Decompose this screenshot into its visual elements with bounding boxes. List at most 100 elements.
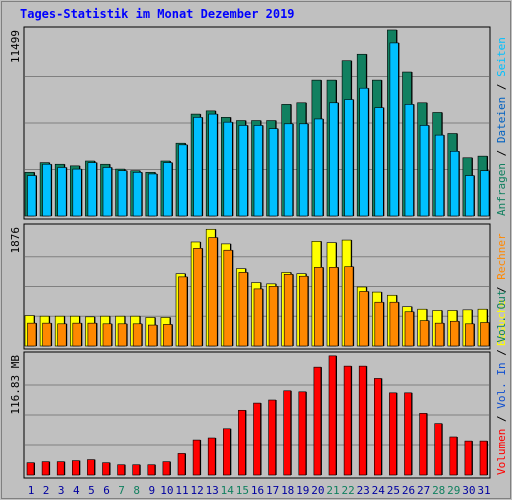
legend-entry: Volumen bbox=[495, 429, 508, 475]
legend-entry: Anfragen bbox=[495, 163, 508, 216]
bar-dateien bbox=[148, 173, 158, 217]
bar-rechner bbox=[238, 272, 248, 347]
bar-rechner bbox=[359, 291, 369, 347]
bar-volumen bbox=[373, 378, 382, 476]
bar-volumen bbox=[253, 402, 261, 476]
day-label: 1 bbox=[28, 484, 35, 497]
day-label: 9 bbox=[148, 484, 155, 497]
day-label: 8 bbox=[133, 484, 140, 497]
bar-dateien bbox=[132, 172, 142, 217]
bar-rechner bbox=[178, 276, 188, 347]
bar-rechner bbox=[283, 274, 294, 347]
day-label: 24 bbox=[372, 484, 386, 497]
bar-dateien bbox=[268, 128, 278, 217]
panel-middle: 1876 Besuche / Rechner bbox=[9, 223, 508, 350]
bar-volumen bbox=[343, 365, 352, 476]
bar-volumen bbox=[419, 413, 427, 476]
bar-rechner bbox=[419, 320, 429, 347]
legend: Volumen / Vol. In / Vol. Out bbox=[495, 290, 508, 475]
bar-rechner bbox=[449, 320, 460, 347]
bar-volumen bbox=[41, 461, 50, 476]
bar-volumen bbox=[283, 390, 292, 476]
day-label: 19 bbox=[296, 484, 309, 497]
day-label: 26 bbox=[402, 484, 415, 497]
bar-volumen bbox=[162, 461, 171, 476]
day-label: 7 bbox=[118, 484, 125, 497]
bar-dateien bbox=[178, 144, 188, 217]
bar-rechner bbox=[298, 275, 309, 347]
legend-entry: Seiten bbox=[495, 37, 508, 77]
day-label: 23 bbox=[357, 484, 370, 497]
bar-volumen bbox=[56, 461, 65, 476]
bar-volumen bbox=[449, 436, 458, 476]
bar-volumen bbox=[298, 391, 307, 476]
legend-separator: / bbox=[495, 77, 508, 97]
bar-rechner bbox=[329, 267, 339, 347]
bar-dateien bbox=[480, 170, 490, 217]
bar-rechner bbox=[208, 237, 218, 347]
legend-entry: Dateien bbox=[495, 97, 508, 143]
bar-rechner bbox=[465, 323, 475, 347]
bar-rechner bbox=[72, 322, 82, 347]
bar-rechner bbox=[223, 249, 233, 347]
bar-dateien bbox=[163, 162, 173, 217]
bar-dateien bbox=[42, 163, 52, 217]
panel-top: 11499 Anfragen / Dateien / Seiten bbox=[9, 26, 508, 220]
bar-dateien bbox=[329, 102, 339, 217]
bar-rechner bbox=[253, 288, 263, 347]
day-label: 14 bbox=[221, 484, 235, 497]
bar-dateien bbox=[434, 134, 445, 217]
bar-rechner bbox=[27, 322, 37, 347]
bar-rechner bbox=[268, 286, 278, 347]
bar-rechner bbox=[374, 301, 384, 347]
bar-volumen bbox=[132, 464, 140, 476]
day-label: 21 bbox=[326, 484, 339, 497]
bar-volumen bbox=[192, 439, 201, 476]
day-label: 16 bbox=[251, 484, 264, 497]
bar-volumen bbox=[87, 459, 95, 476]
bar-dateien bbox=[102, 167, 112, 217]
bar-dateien bbox=[449, 150, 460, 217]
legend-entry: Vol. In bbox=[495, 362, 508, 408]
bar-dateien bbox=[27, 175, 37, 217]
bar-rechner bbox=[148, 324, 158, 347]
bar-rechner bbox=[389, 301, 399, 347]
bar-dateien bbox=[419, 125, 429, 217]
bar-rechner bbox=[434, 322, 445, 347]
bar-rechner bbox=[42, 322, 52, 347]
day-label: 18 bbox=[281, 484, 294, 497]
bar-volumen bbox=[207, 437, 216, 476]
bar-volumen bbox=[404, 392, 412, 476]
y-max-label: 1876 bbox=[9, 227, 22, 254]
chart-title: Tages-Statistik im Monat Dezember 2019 bbox=[20, 7, 295, 21]
bar-volumen bbox=[102, 462, 110, 476]
bar-volumen bbox=[268, 399, 276, 476]
y-max-label: 11499 bbox=[9, 30, 22, 63]
bar-dateien bbox=[253, 125, 263, 217]
bar-rechner bbox=[314, 267, 324, 347]
bar-volumen bbox=[177, 453, 186, 476]
day-label: 6 bbox=[103, 484, 110, 497]
bar-dateien bbox=[193, 117, 203, 217]
bar-dateien bbox=[344, 99, 354, 217]
legend-separator: / bbox=[495, 143, 508, 163]
legend: Anfragen / Dateien / Seiten bbox=[495, 37, 508, 216]
bar-rechner bbox=[193, 248, 203, 347]
bar-volumen bbox=[358, 365, 367, 476]
day-label: 17 bbox=[266, 484, 279, 497]
bar-dateien bbox=[72, 168, 82, 217]
day-label: 11 bbox=[175, 484, 188, 497]
bar-volumen bbox=[117, 464, 125, 476]
day-label: 15 bbox=[236, 484, 249, 497]
day-label: 31 bbox=[477, 484, 490, 497]
bar-dateien bbox=[374, 107, 384, 217]
bar-dateien bbox=[117, 170, 127, 217]
bar-volumen bbox=[464, 440, 473, 476]
day-label: 29 bbox=[447, 484, 460, 497]
bar-rechner bbox=[117, 323, 127, 347]
bar-rechner bbox=[57, 323, 67, 347]
legend-entry: Rechner bbox=[495, 233, 508, 280]
